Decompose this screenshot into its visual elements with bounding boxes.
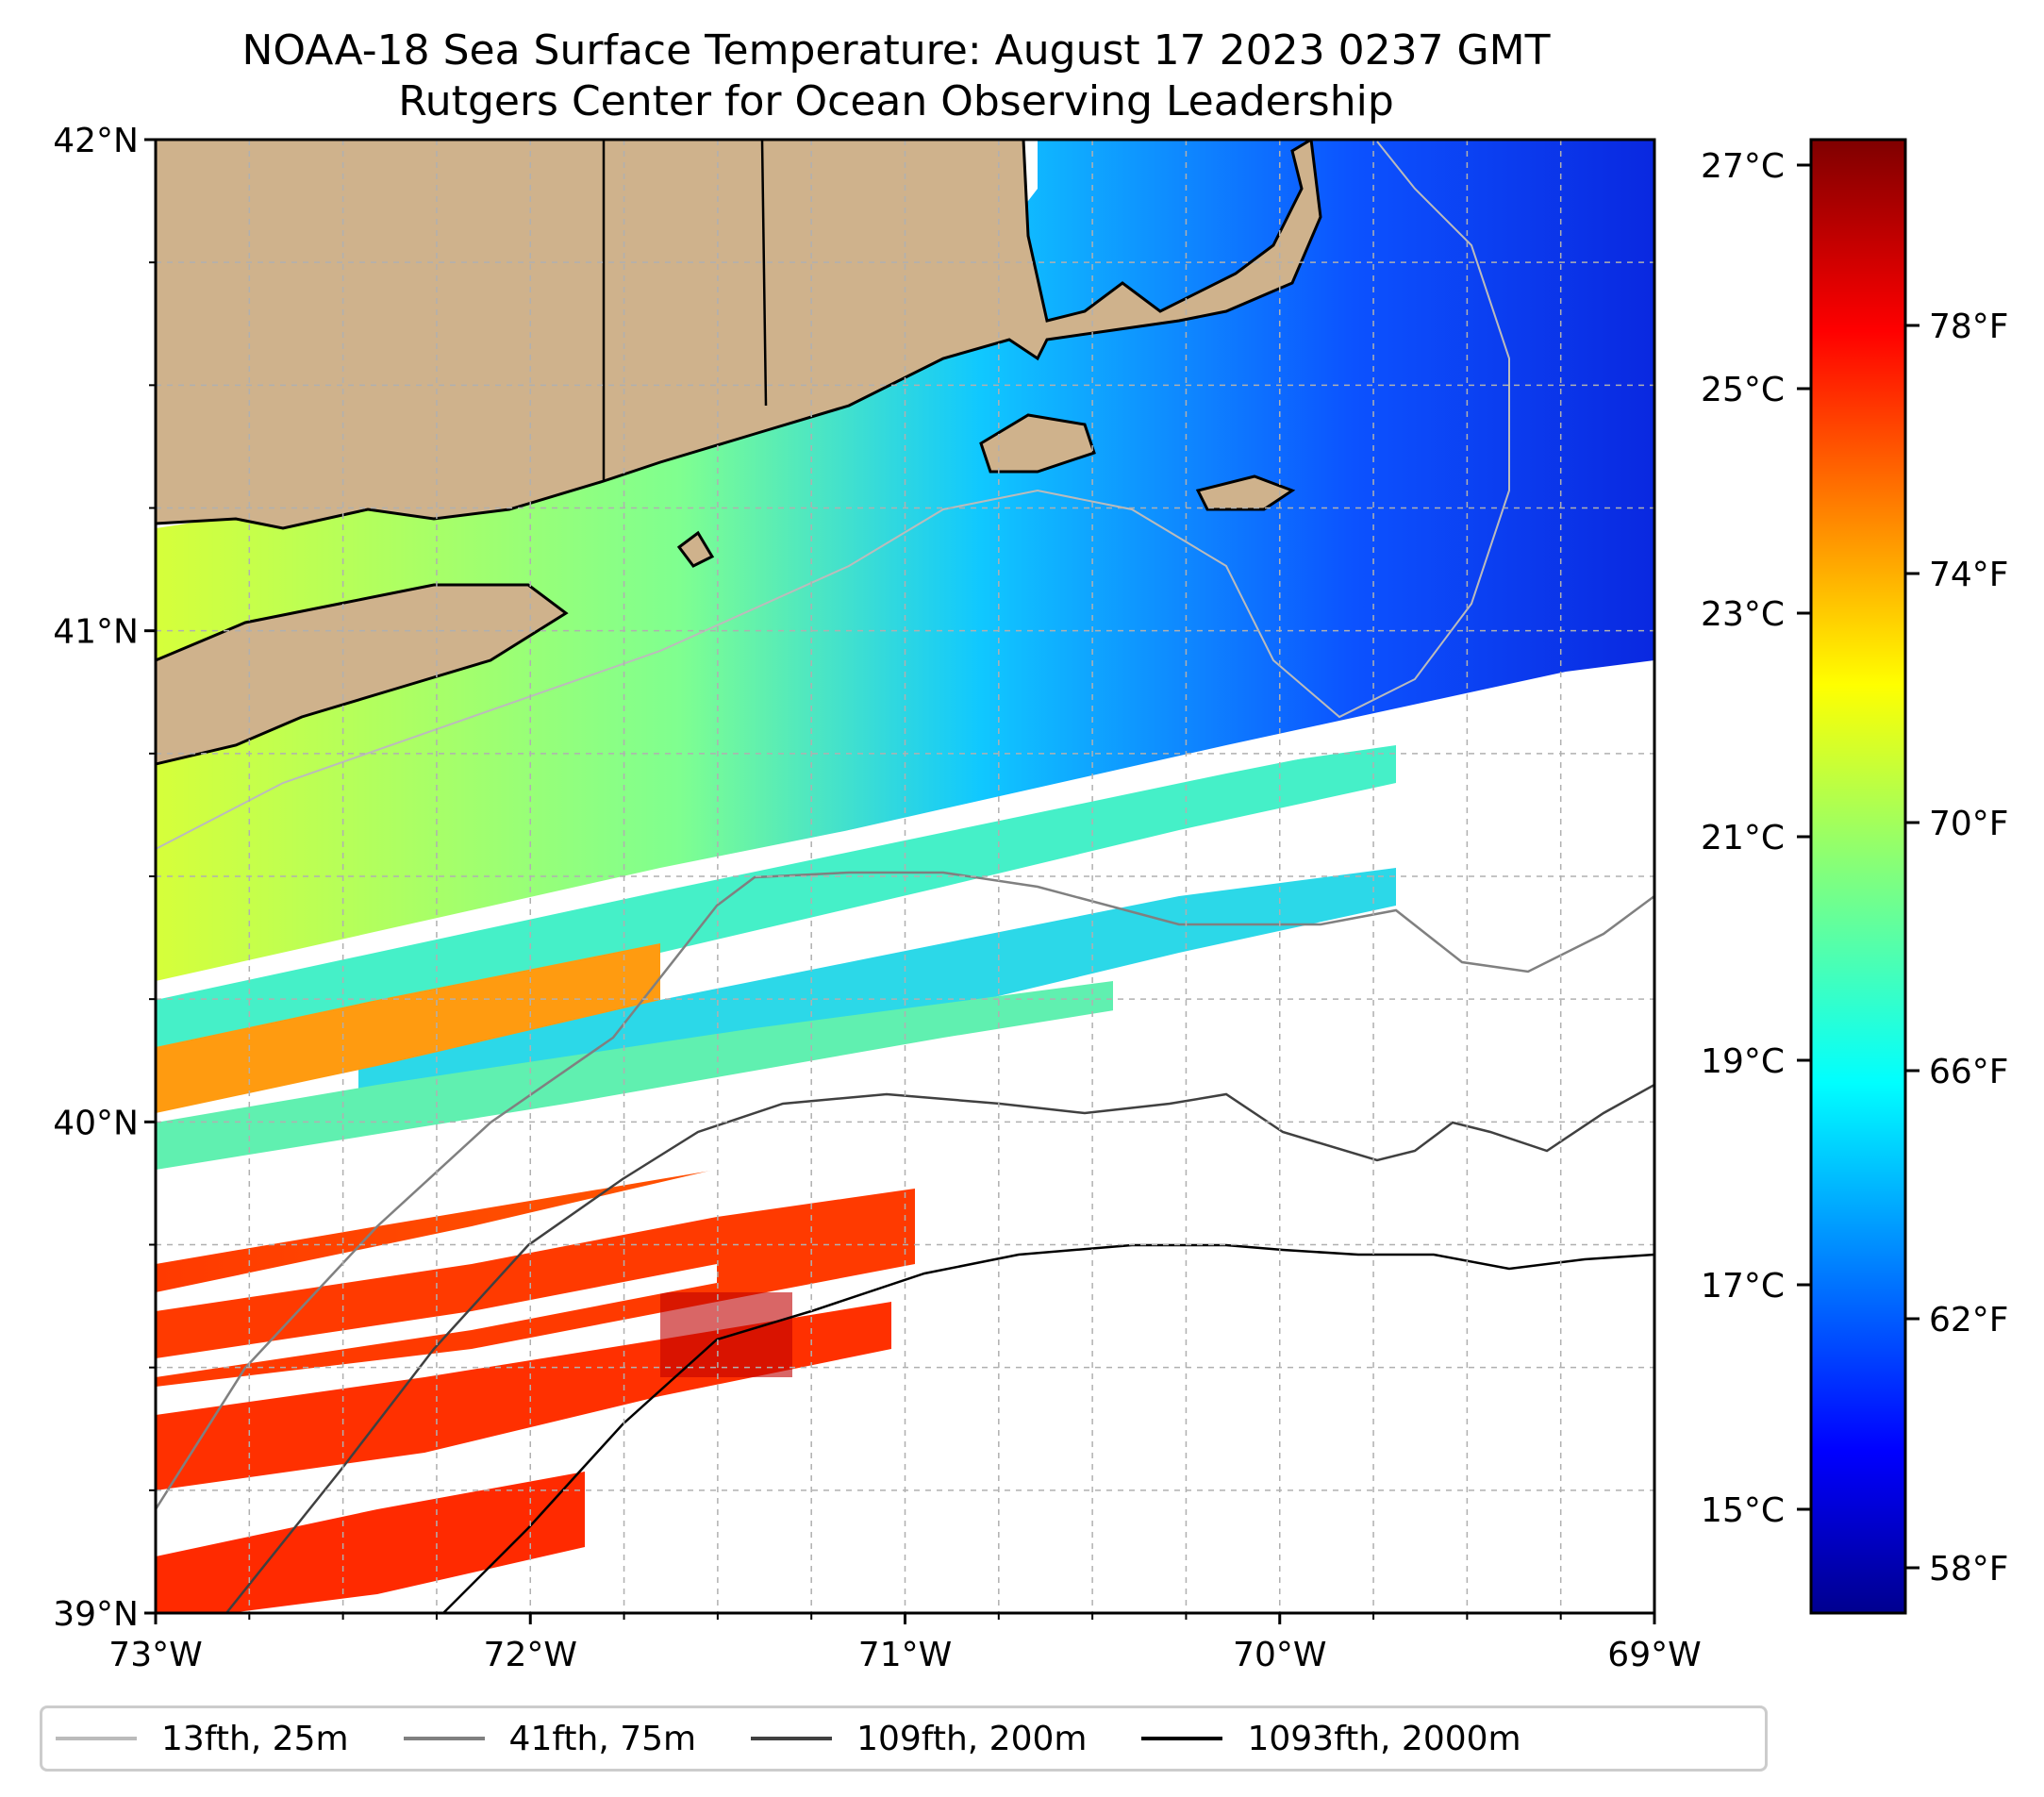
colorbar-celsius-label: 25°C <box>1701 371 1785 409</box>
legend-item-25m: 13fth, 25m <box>56 1720 349 1758</box>
legend-line-75m <box>403 1737 485 1740</box>
legend-line-200m <box>751 1737 833 1740</box>
legend-item-2000m: 1093fth, 2000m <box>1141 1720 1521 1758</box>
sst-warm-band-6 <box>156 1472 585 1613</box>
legend-label-2000m: 1093fth, 2000m <box>1247 1719 1521 1758</box>
y-tick-label: 42°N <box>53 122 139 160</box>
sst-warm-band-1 <box>156 943 660 1113</box>
colorbar-gradient <box>1809 138 1907 1615</box>
colorbar-celsius-label: 23°C <box>1701 595 1785 634</box>
colorbar-fahrenheit-label: 70°F <box>1929 805 2009 843</box>
contour-25m <box>156 141 1510 850</box>
legend-line-25m <box>56 1737 137 1740</box>
colorbar-fahrenheit-label: 58°F <box>1929 1550 2009 1589</box>
x-axis: 73°W 72°W 71°W 70°W 69°W <box>108 1613 1702 1674</box>
contour-legend: 13fth, 25m 41fth, 75m 109fth, 200m 1093f… <box>40 1705 1768 1772</box>
colorbar-fahrenheit-label: 66°F <box>1929 1053 2009 1091</box>
chart-subtitle: Rutgers Center for Ocean Observing Leade… <box>398 77 1394 125</box>
land-block-island <box>676 530 715 568</box>
y-axis: 42°N 41°N 40°N 39°N <box>53 122 156 1634</box>
legend-line-2000m <box>1141 1737 1223 1740</box>
land-nantucket <box>1195 474 1296 511</box>
x-tick-label: 70°W <box>1233 1636 1326 1674</box>
chart-title: NOAA-18 Sea Surface Temperature: August … <box>241 26 1551 75</box>
sst-hot-patch <box>660 1292 792 1377</box>
colorbar-celsius-label: 15°C <box>1701 1491 1785 1530</box>
colorbar: 27°C 25°C 23°C 21°C 19°C 17°C 15°C 78°F 74°F 70°… <box>1701 138 2009 1615</box>
sst-mid-band <box>156 745 1396 1057</box>
y-tick-label: 41°N <box>53 613 139 652</box>
colorbar-celsius-label: 27°C <box>1701 147 1785 186</box>
colorbar-celsius-label: 17°C <box>1701 1267 1785 1306</box>
x-tick-label: 73°W <box>108 1636 202 1674</box>
x-tick-label: 69°W <box>1607 1636 1701 1674</box>
x-tick-label: 72°W <box>484 1636 577 1674</box>
land-mainland <box>156 140 1322 530</box>
legend-label-75m: 41fth, 75m <box>508 1719 697 1758</box>
colorbar-fahrenheit-label: 74°F <box>1929 556 2009 594</box>
land-long-island <box>156 583 569 766</box>
land-marthas-vineyard <box>979 413 1096 474</box>
gridlines <box>156 140 1654 1613</box>
legend-item-75m: 41fth, 75m <box>403 1719 697 1758</box>
colorbar-celsius-label: 21°C <box>1701 819 1785 857</box>
colorbar-celsius-axis: 27°C 25°C 23°C 21°C 19°C 17°C 15°C <box>1701 147 1811 1530</box>
colorbar-fahrenheit-label: 62°F <box>1929 1301 2009 1339</box>
y-tick-label: 39°N <box>53 1595 139 1634</box>
y-tick-label: 40°N <box>53 1104 139 1142</box>
colorbar-celsius-label: 19°C <box>1701 1042 1785 1081</box>
state-border-ri-ma <box>760 140 768 407</box>
contour-200m <box>225 1083 1654 1613</box>
x-tick-label: 71°W <box>858 1636 952 1674</box>
legend-item-200m: 109fth, 200m <box>751 1720 1087 1758</box>
legend-label-25m: 13fth, 25m <box>161 1719 349 1758</box>
colorbar-fahrenheit-axis: 78°F 74°F 70°F 66°F 62°F 58°F <box>1905 308 2009 1589</box>
legend-label-200m: 109fth, 200m <box>856 1719 1088 1758</box>
colorbar-fahrenheit-label: 78°F <box>1929 308 2009 346</box>
contour-75m <box>156 871 1654 1510</box>
